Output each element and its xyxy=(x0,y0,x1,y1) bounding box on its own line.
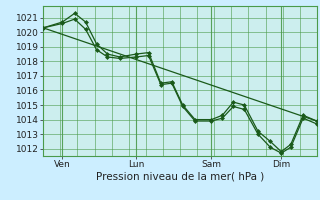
X-axis label: Pression niveau de la mer( hPa ): Pression niveau de la mer( hPa ) xyxy=(96,172,264,182)
